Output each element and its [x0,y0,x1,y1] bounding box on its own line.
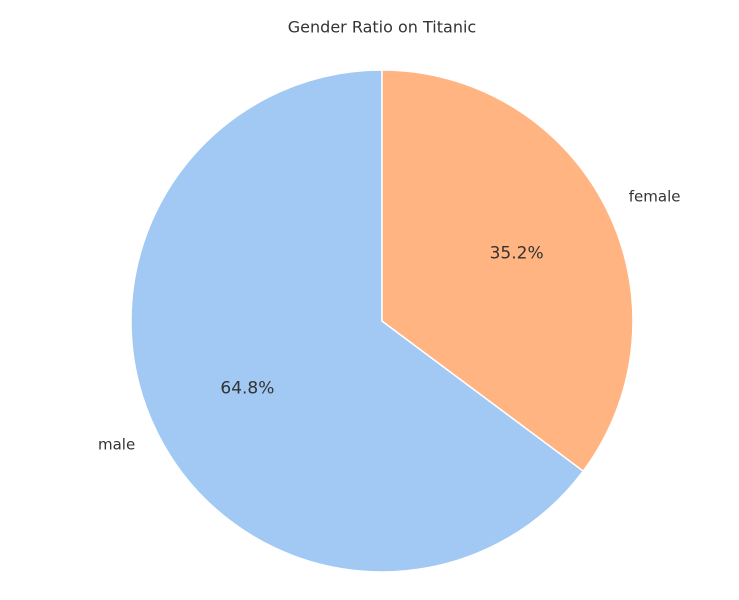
slice-label: male [98,435,135,453]
chart-title: Gender Ratio on Titanic [288,18,476,37]
slice-label: female [629,188,681,206]
pie-slice [381,69,634,473]
percent-label: 35.2% [490,243,544,263]
percent-label: 64.8% [220,379,274,399]
pie-slice [130,69,585,573]
